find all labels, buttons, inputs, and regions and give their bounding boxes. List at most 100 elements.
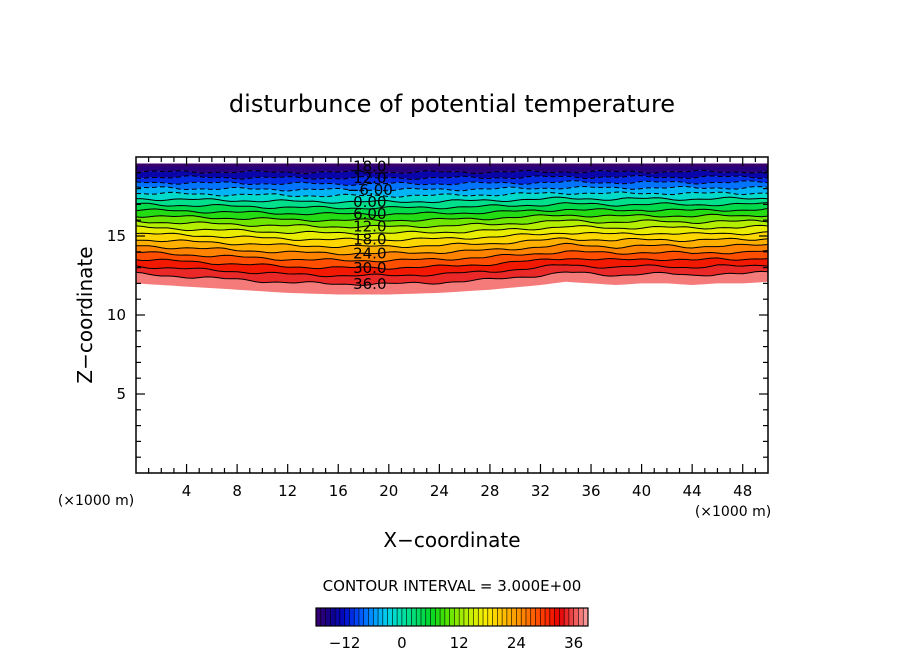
contour-line xyxy=(135,231,769,242)
y-axis-label: Z−coordinate xyxy=(73,246,97,383)
colorbar-segment xyxy=(406,608,412,626)
colorbar-segment xyxy=(325,608,331,626)
colorbar-segment xyxy=(335,608,341,626)
contour-line xyxy=(135,264,769,278)
contour-label: 36.0 xyxy=(353,275,386,293)
contour-band xyxy=(136,175,768,186)
colorbar-segment xyxy=(349,608,355,626)
x-tick-label: 32 xyxy=(531,482,550,500)
colorbar-segment xyxy=(373,608,379,626)
contour-band xyxy=(136,208,768,222)
colorbar-segment xyxy=(487,608,493,626)
contour-band xyxy=(136,214,768,228)
colorbar-segment xyxy=(339,608,345,626)
colorbar-segment xyxy=(425,608,431,626)
colorbar-segment xyxy=(573,608,579,626)
x-tick-label: 4 xyxy=(182,482,192,500)
colorbar-tick-label: 12 xyxy=(450,634,469,652)
colorbar-segment xyxy=(392,608,398,626)
colorbar-segment xyxy=(564,608,570,626)
colorbar-segment xyxy=(444,608,450,626)
colorbar-segment xyxy=(502,608,508,626)
contour-band xyxy=(136,257,768,277)
x-tick-label: 28 xyxy=(480,482,499,500)
contour-line xyxy=(135,249,769,263)
contour-band xyxy=(136,271,768,295)
contour-band xyxy=(136,166,768,174)
contour-line xyxy=(135,213,769,223)
contour-line xyxy=(135,175,769,181)
contour-line xyxy=(135,224,769,235)
colorbar-segment xyxy=(545,608,551,626)
colorbar-segment xyxy=(320,608,326,626)
colorbar-tick-label: −12 xyxy=(329,634,361,652)
contour-band xyxy=(136,186,768,198)
colorbar-segment xyxy=(492,608,498,626)
colorbar-segment xyxy=(397,608,403,626)
contour-band xyxy=(136,231,768,248)
colorbar-segment xyxy=(549,608,555,626)
colorbar-segment xyxy=(583,608,589,626)
contour-label: 0.00 xyxy=(353,193,386,211)
contour-label: 6.00 xyxy=(353,205,386,223)
colorbar-frame xyxy=(315,607,589,627)
colorbar-segment xyxy=(468,608,474,626)
colorbar-segment xyxy=(449,608,455,626)
colorbar-segment xyxy=(440,608,446,626)
colorbar-segment xyxy=(316,608,322,626)
colorbar-segment xyxy=(559,608,565,626)
colorbar-segment xyxy=(363,608,369,626)
contour-band xyxy=(136,264,768,286)
colorbar-segment xyxy=(506,608,512,626)
contour-label: 18.0 xyxy=(353,231,386,249)
colorbar-segment xyxy=(530,608,536,626)
colorbar-segment xyxy=(473,608,479,626)
y-tick-label: 5 xyxy=(116,385,126,403)
colorbar-segment xyxy=(435,608,441,626)
contour-band xyxy=(136,192,768,204)
contour-band xyxy=(136,170,768,180)
colorbar-segment xyxy=(411,608,417,626)
contour-line xyxy=(135,191,769,198)
x-tick-label: 12 xyxy=(278,482,297,500)
colorbar xyxy=(315,607,589,627)
colorbar-segment xyxy=(516,608,522,626)
colorbar-segment xyxy=(368,608,374,626)
contour-interval-text: CONTOUR INTERVAL = 3.000E+00 xyxy=(323,577,582,595)
contour-band xyxy=(136,250,768,270)
contour-label: 12.0 xyxy=(353,218,386,236)
colorbar-segment xyxy=(430,608,436,626)
colorbar-segment xyxy=(330,608,336,626)
contour-band xyxy=(136,219,768,235)
colorbar-segment xyxy=(358,608,365,626)
colorbar-segment xyxy=(478,608,484,626)
colorbar-segment xyxy=(497,608,503,626)
contour-band xyxy=(136,237,768,255)
colorbar-segment xyxy=(459,608,465,626)
x-tick-label: 44 xyxy=(683,482,702,500)
chart-title: disturbunce of potential temperature xyxy=(229,90,675,118)
contour-line xyxy=(135,270,769,286)
contour-label: 18.0 xyxy=(353,158,386,176)
colorbar-segment xyxy=(378,608,384,626)
colorbar-segment xyxy=(540,608,546,626)
contour-line xyxy=(136,242,769,256)
x-tick-label: 24 xyxy=(430,482,449,500)
colorbar-segment xyxy=(511,608,517,626)
contour-line xyxy=(135,257,769,270)
contour-band xyxy=(136,197,768,209)
contour-band xyxy=(136,225,768,241)
contour-labels: 18.012.0−6.000.006.0012.018.024.030.036.… xyxy=(347,158,393,294)
contour-line xyxy=(135,169,769,175)
x-tick-label: 16 xyxy=(329,482,348,500)
contour-lines xyxy=(135,169,769,286)
colorbar-tick-label: 36 xyxy=(564,634,583,652)
contour-line xyxy=(135,196,769,204)
colorbar-segment xyxy=(401,608,407,626)
contour-band xyxy=(136,163,768,167)
x-axis-unit: (×1000 m) xyxy=(695,504,771,520)
colorbar-segment xyxy=(463,608,469,626)
colorbar-segment xyxy=(454,608,460,626)
contour-label: 30.0 xyxy=(353,259,386,277)
